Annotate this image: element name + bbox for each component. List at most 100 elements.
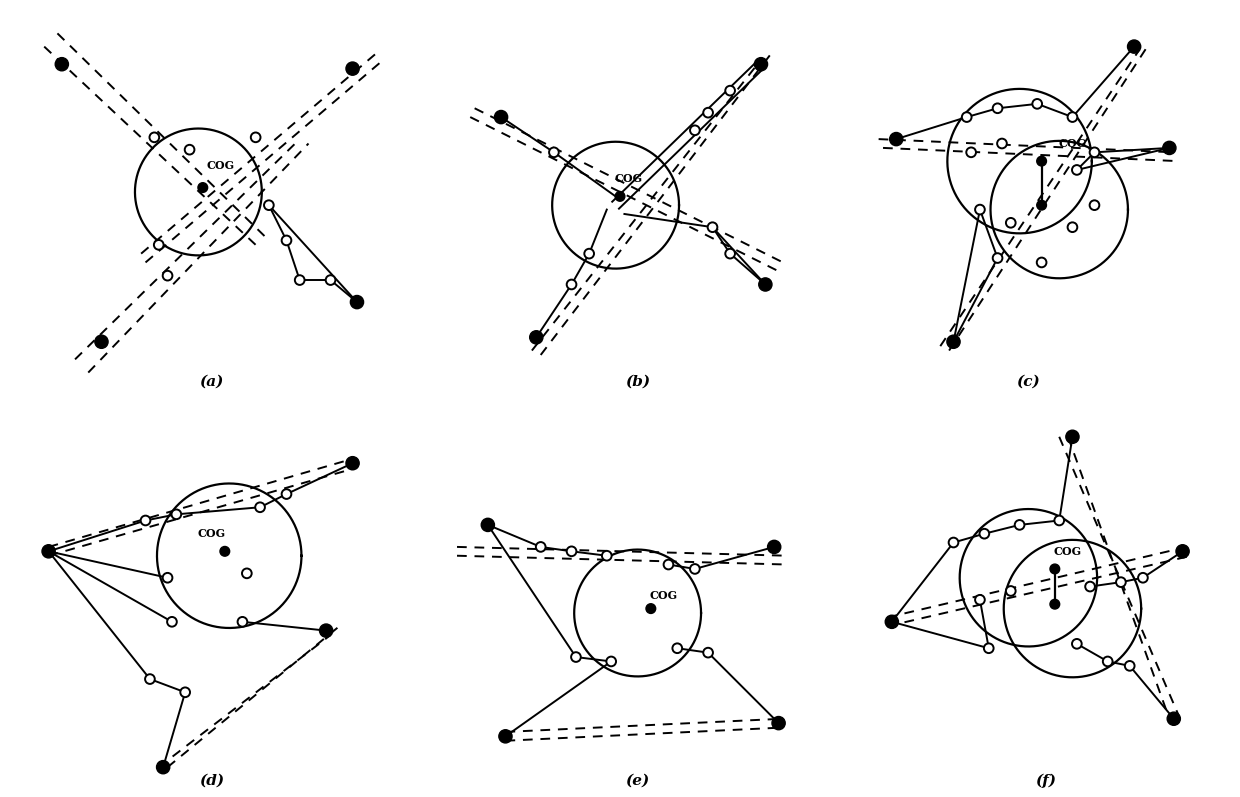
Circle shape	[663, 559, 673, 569]
Circle shape	[993, 253, 1002, 263]
Circle shape	[162, 573, 172, 583]
Circle shape	[947, 335, 960, 348]
Circle shape	[725, 249, 735, 258]
Circle shape	[346, 457, 360, 469]
Circle shape	[42, 544, 56, 558]
Circle shape	[536, 542, 546, 552]
Circle shape	[326, 275, 335, 285]
Circle shape	[725, 86, 735, 96]
Circle shape	[1037, 156, 1047, 166]
Circle shape	[162, 271, 172, 281]
Circle shape	[1085, 582, 1095, 591]
Circle shape	[250, 132, 260, 142]
Circle shape	[150, 132, 159, 142]
Circle shape	[295, 275, 305, 285]
Circle shape	[156, 760, 170, 774]
Circle shape	[1037, 200, 1047, 210]
Circle shape	[975, 205, 985, 214]
Circle shape	[993, 104, 1002, 113]
Circle shape	[320, 624, 332, 638]
Circle shape	[1127, 40, 1141, 53]
Circle shape	[1054, 516, 1064, 525]
Circle shape	[646, 604, 656, 614]
Text: COG: COG	[1059, 138, 1086, 149]
Circle shape	[997, 139, 1007, 148]
Circle shape	[615, 191, 625, 201]
Circle shape	[159, 762, 167, 772]
Circle shape	[672, 643, 682, 653]
Circle shape	[1050, 599, 1060, 609]
Circle shape	[708, 222, 718, 232]
Text: COG: COG	[197, 528, 226, 540]
Circle shape	[255, 502, 265, 512]
Circle shape	[1073, 639, 1081, 649]
Text: COG: COG	[615, 173, 642, 184]
Circle shape	[154, 240, 164, 249]
Circle shape	[584, 249, 594, 258]
Text: (d): (d)	[200, 773, 224, 787]
Circle shape	[549, 147, 559, 157]
Circle shape	[242, 568, 252, 578]
Circle shape	[1037, 257, 1047, 267]
Circle shape	[889, 132, 903, 146]
Text: COG: COG	[650, 590, 678, 601]
Circle shape	[601, 551, 611, 560]
Circle shape	[1090, 147, 1100, 157]
Circle shape	[529, 331, 543, 344]
Circle shape	[1006, 218, 1016, 228]
Circle shape	[975, 595, 985, 605]
Circle shape	[1033, 99, 1042, 108]
Circle shape	[1050, 564, 1060, 574]
Circle shape	[95, 335, 108, 348]
Circle shape	[198, 183, 207, 192]
Text: COG: COG	[1054, 546, 1083, 557]
Circle shape	[754, 57, 768, 71]
Circle shape	[1073, 165, 1081, 175]
Circle shape	[1068, 222, 1078, 232]
Circle shape	[145, 674, 155, 684]
Circle shape	[1176, 544, 1189, 558]
Circle shape	[1014, 520, 1024, 530]
Circle shape	[167, 617, 177, 626]
Circle shape	[180, 688, 190, 697]
Circle shape	[983, 643, 993, 653]
Circle shape	[1116, 577, 1126, 587]
Text: (a): (a)	[200, 375, 223, 388]
Circle shape	[171, 509, 181, 519]
Circle shape	[768, 540, 781, 554]
Circle shape	[567, 280, 577, 289]
Circle shape	[572, 652, 580, 662]
Circle shape	[1163, 141, 1176, 155]
Circle shape	[773, 717, 785, 730]
Circle shape	[567, 547, 577, 556]
Circle shape	[185, 145, 195, 155]
Circle shape	[1068, 112, 1078, 122]
Circle shape	[56, 57, 68, 71]
Circle shape	[1125, 661, 1135, 671]
Text: (c): (c)	[1017, 375, 1040, 388]
Circle shape	[238, 617, 247, 626]
Circle shape	[1006, 586, 1016, 596]
Circle shape	[495, 111, 507, 124]
Text: (b): (b)	[625, 375, 650, 388]
Text: COG: COG	[206, 160, 234, 171]
Text: (e): (e)	[625, 773, 650, 787]
Circle shape	[1167, 712, 1180, 725]
Circle shape	[281, 489, 291, 499]
Circle shape	[689, 125, 699, 135]
Circle shape	[1138, 573, 1148, 583]
Circle shape	[1102, 657, 1112, 666]
Circle shape	[962, 112, 972, 122]
Circle shape	[606, 657, 616, 666]
Circle shape	[346, 62, 360, 75]
Circle shape	[264, 200, 274, 210]
Circle shape	[689, 564, 699, 574]
Circle shape	[949, 538, 959, 548]
Circle shape	[281, 236, 291, 245]
Circle shape	[351, 296, 363, 308]
Circle shape	[703, 648, 713, 658]
Circle shape	[1090, 200, 1100, 210]
Circle shape	[498, 730, 512, 743]
Circle shape	[481, 518, 495, 532]
Circle shape	[980, 529, 990, 539]
